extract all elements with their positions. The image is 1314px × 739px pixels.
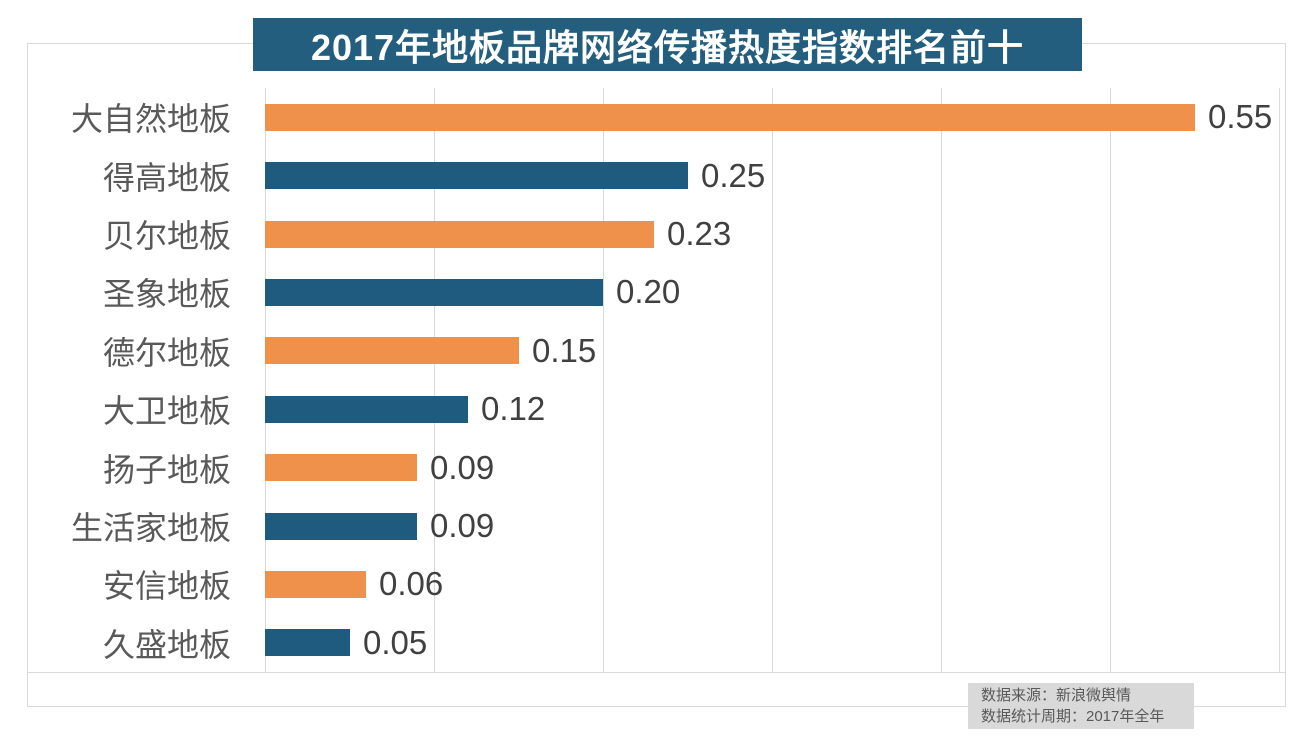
value-label: 0.20 [616, 273, 681, 311]
bar-row: 大自然地板 0.55 [27, 88, 1286, 146]
value-label: 0.05 [363, 623, 428, 661]
bar [265, 454, 417, 482]
bar-row: 生活家地板 0.09 [27, 497, 1286, 555]
value-label: 0.15 [532, 331, 597, 369]
category-label: 久盛地板 [102, 626, 231, 663]
value-label: 0.55 [1208, 98, 1273, 136]
gridline [603, 88, 604, 672]
gridline [941, 88, 942, 672]
bar-row: 贝尔地板 0.23 [27, 205, 1286, 263]
value-label: 0.12 [481, 390, 546, 428]
bar-row: 久盛地板 0.05 [27, 614, 1286, 672]
category-label: 大自然地板 [70, 101, 231, 138]
bar-row: 德尔地板 0.15 [27, 322, 1286, 380]
category-label: 扬子地板 [102, 451, 231, 488]
category-label: 贝尔地板 [102, 218, 231, 255]
gridline [434, 88, 435, 672]
bar-row: 安信地板 0.06 [27, 555, 1286, 613]
source-note-line1: 数据来源：新浪微舆情 [981, 687, 1132, 704]
bar-rows: 大自然地板 0.55 得高地板 0.25 贝尔地板 0.23 圣象地板 0.20 德尔地板 0.1… [27, 88, 1286, 672]
gridline [772, 88, 773, 672]
bar [265, 512, 417, 540]
bar [265, 395, 468, 423]
category-label: 德尔地板 [102, 334, 231, 371]
bar [265, 162, 688, 190]
bar [265, 220, 654, 248]
value-label: 0.25 [701, 156, 766, 194]
value-label: 0.09 [430, 507, 495, 545]
chart-frame [27, 43, 1286, 707]
category-label: 大卫地板 [102, 393, 231, 430]
value-label: 0.09 [430, 448, 495, 486]
bar [265, 337, 519, 365]
bar-row: 大卫地板 0.12 [27, 380, 1286, 438]
value-label: 0.06 [379, 565, 444, 603]
gridline [265, 88, 266, 672]
bar-row: 圣象地板 0.20 [27, 263, 1286, 321]
chart-title: 2017年地板品牌网络传播热度指数排名前十 [310, 26, 1025, 68]
gridline [1279, 88, 1280, 672]
bar-row: 得高地板 0.25 [27, 146, 1286, 204]
category-label: 得高地板 [102, 159, 231, 196]
bar [265, 278, 603, 306]
bar-row: 扬子地板 0.09 [27, 438, 1286, 496]
x-axis-line [27, 672, 1286, 673]
bar [265, 103, 1195, 131]
chart-title-banner: 2017年地板品牌网络传播热度指数排名前十 [253, 18, 1082, 71]
source-note: 数据来源：新浪微舆情 数据统计周期：2017年全年 [968, 683, 1194, 729]
category-label: 生活家地板 [70, 510, 231, 547]
bar [265, 570, 366, 598]
gridlines [265, 88, 1280, 672]
gridline [1110, 88, 1111, 672]
source-note-line2: 数据统计周期：2017年全年 [981, 708, 1165, 725]
value-label: 0.23 [667, 215, 732, 253]
category-label: 圣象地板 [102, 276, 231, 313]
bar [265, 629, 350, 657]
category-label: 安信地板 [102, 568, 231, 605]
